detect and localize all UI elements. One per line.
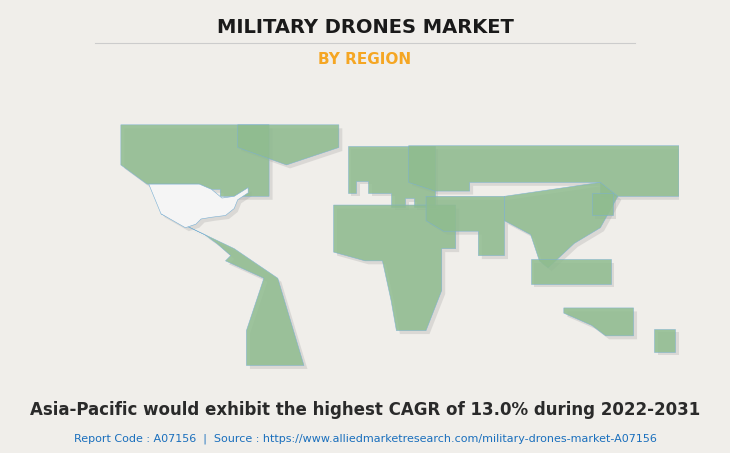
Polygon shape — [592, 193, 612, 216]
Text: Report Code : A07156  |  Source : https://www.alliedmarketresearch.com/military-: Report Code : A07156 | Source : https://… — [74, 434, 656, 444]
Polygon shape — [508, 186, 621, 271]
Polygon shape — [531, 259, 611, 284]
Text: MILITARY DRONES MARKET: MILITARY DRONES MARKET — [217, 18, 513, 37]
Polygon shape — [238, 125, 339, 165]
Text: Asia-Pacific would exhibit the highest CAGR of 13.0% during 2022-2031: Asia-Pacific would exhibit the highest C… — [30, 401, 700, 419]
Polygon shape — [429, 200, 508, 259]
Polygon shape — [334, 205, 456, 331]
Polygon shape — [241, 128, 342, 169]
Polygon shape — [124, 128, 272, 200]
Polygon shape — [149, 184, 248, 228]
Polygon shape — [351, 149, 438, 210]
Polygon shape — [121, 125, 269, 196]
Polygon shape — [595, 196, 616, 219]
Polygon shape — [161, 214, 304, 366]
Polygon shape — [504, 183, 618, 268]
Polygon shape — [412, 149, 683, 200]
Polygon shape — [347, 146, 435, 207]
Polygon shape — [655, 329, 675, 352]
Polygon shape — [567, 311, 637, 339]
Polygon shape — [564, 308, 634, 336]
Polygon shape — [426, 196, 504, 255]
Polygon shape — [658, 333, 679, 355]
Polygon shape — [409, 146, 679, 196]
Polygon shape — [164, 217, 307, 369]
Polygon shape — [337, 208, 459, 334]
Text: BY REGION: BY REGION — [318, 52, 412, 67]
Polygon shape — [534, 263, 615, 287]
Polygon shape — [153, 188, 252, 231]
